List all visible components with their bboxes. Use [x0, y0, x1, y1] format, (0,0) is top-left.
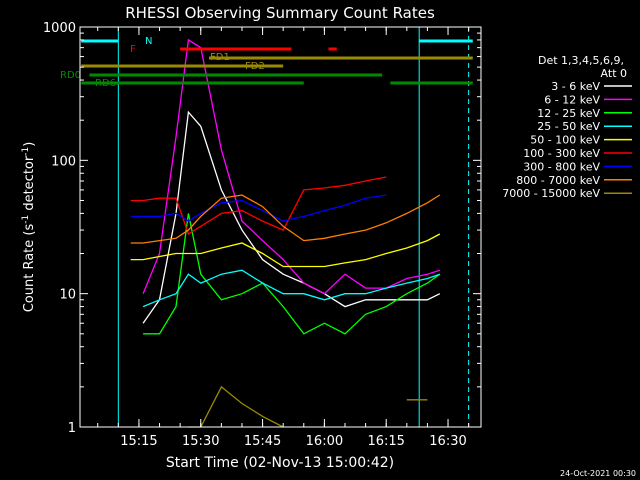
legend-label: 25 - 50 keV [537, 120, 600, 133]
legend-label: 100 - 300 keV [523, 147, 600, 160]
flag-label: FD2 [245, 61, 265, 72]
y-tick-label: 100 [51, 154, 76, 169]
legend-label: 7000 - 15000 keV [502, 187, 600, 200]
y-axis-label-sup2: -1 [21, 147, 31, 156]
x-tick-label: 15:30 [182, 434, 219, 449]
legend-label: 12 - 25 keV [537, 107, 600, 120]
plot-frame [79, 26, 482, 428]
series-line [143, 213, 441, 335]
legend-label: 3 - 6 keV [551, 80, 600, 93]
y-axis-label-mid: detector [22, 155, 37, 215]
series-line [142, 110, 441, 324]
flag-label: RD0 [60, 70, 81, 81]
legend-label: 300 - 800 keV [523, 160, 600, 173]
y-tick-label: 10 [59, 288, 76, 303]
flag-label: FD1 [210, 52, 230, 63]
footer-date: 24-Oct-2021 00:30 [560, 469, 636, 478]
y-axis-label-main: Count Rate (s [22, 224, 37, 313]
flag-label: RD6 [95, 78, 116, 89]
legend-label: 50 - 100 keV [530, 134, 600, 147]
flag-label: F [130, 44, 136, 55]
legend-header: Det 1,3,4,5,6,9, [538, 54, 624, 67]
series-line [142, 269, 441, 308]
y-axis-label: Count Rate (s-1 detector-1) [21, 142, 37, 313]
x-tick-label: 15:15 [120, 434, 157, 449]
x-tick-label: 16:00 [306, 434, 343, 449]
y-axis-label-end: ) [22, 142, 37, 147]
y-axis-label-sup1: -1 [21, 215, 31, 224]
x-tick-label: 16:15 [367, 434, 404, 449]
series-line [130, 233, 441, 268]
legend-label: 6 - 12 keV [544, 93, 600, 106]
x-axis-label: Start Time (02-Nov-13 15:00:42) [166, 455, 394, 471]
legend-header-att: Att 0 [601, 67, 627, 80]
y-tick-label: 1000 [43, 21, 76, 36]
x-tick-label: 15:45 [244, 434, 281, 449]
chart-title: RHESSI Observing Summary Count Rates [125, 4, 435, 22]
legend-label: 800 - 7000 keV [516, 174, 600, 187]
series-line [130, 194, 441, 244]
y-tick-label: 1 [68, 421, 76, 436]
series-line [142, 38, 440, 295]
x-tick-label: 16:30 [429, 434, 466, 449]
flag-label: N [145, 36, 152, 47]
